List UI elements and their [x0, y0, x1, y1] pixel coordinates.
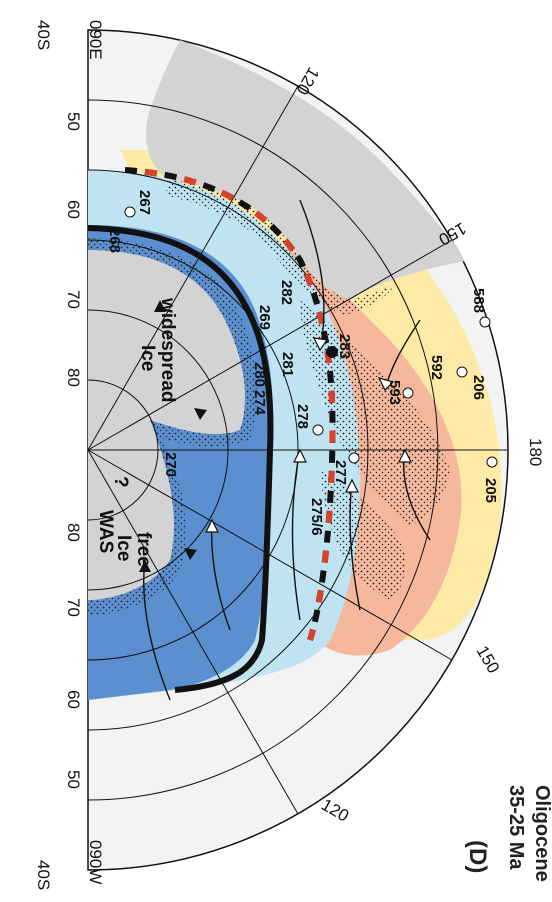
corner-top-lat: 40S	[34, 20, 53, 50]
lon-label-180: 180	[526, 438, 545, 466]
site-marker-278	[312, 424, 324, 436]
lat-label-70-bottom: 70	[64, 598, 83, 617]
lat-label-60-top: 60	[64, 200, 83, 219]
site-label-277: 277	[332, 460, 349, 485]
age-label: 35-25 Ma	[505, 785, 527, 870]
lat-label-70-top: 70	[64, 290, 83, 309]
lat-label-80-top: 80	[64, 368, 83, 387]
site-label-205: 205	[482, 478, 499, 503]
site-label-274: 274	[251, 390, 268, 416]
epoch-label: Oligocene	[531, 785, 552, 882]
site-label-275-6: 275/6	[308, 498, 325, 536]
new-zealand-landmass	[320, 470, 406, 600]
australia-landmass	[146, 40, 470, 300]
site-label-592: 592	[428, 355, 445, 380]
site-label-281: 281	[279, 352, 296, 377]
site-marker-267	[124, 206, 136, 218]
site-marker-205	[486, 456, 498, 468]
red-black-dashed-boundary	[124, 167, 336, 641]
site-label-282: 282	[278, 280, 295, 305]
arrow-heads	[205, 337, 412, 533]
lat-label-60-bottom: 60	[64, 690, 83, 709]
lon-label-120-bottom: 120	[318, 795, 352, 826]
question-label: ?	[110, 476, 131, 488]
site-label-268: 268	[106, 228, 123, 253]
site-label-278: 278	[294, 404, 311, 429]
panel-label: (D)	[464, 840, 491, 873]
site-label-206: 206	[470, 375, 487, 400]
lon-label-150-bottom: 150	[473, 643, 504, 677]
ice-free-label-1: Ice	[113, 535, 134, 561]
tasman-landmass	[300, 300, 450, 525]
site-marker-588	[479, 316, 491, 328]
black-ridge-line	[87, 225, 274, 693]
ice-widespread-label-1: Ice	[137, 345, 158, 371]
site-label-593: 593	[386, 380, 403, 405]
site-label-269: 269	[256, 305, 273, 330]
site-label-270: 270	[162, 452, 179, 477]
site-marker-277	[348, 452, 360, 464]
ice-free-label-2: free	[133, 532, 154, 567]
lat-label-50-bottom: 50	[64, 770, 83, 789]
corner-top-lon: 090E	[86, 20, 105, 60]
lat-label-80-bottom: 80	[64, 523, 83, 542]
ice-widespread-label-2: widespread	[157, 297, 178, 403]
site-label-283: 283	[336, 334, 353, 359]
site-label-588: 588	[470, 288, 487, 313]
filled-arrow-heads	[139, 300, 207, 572]
site-marker-206	[456, 366, 468, 378]
was-label: WAS	[95, 510, 116, 553]
australia-coast-stipple	[165, 180, 395, 315]
corner-bottom-lat: 40S	[34, 860, 53, 890]
site-label-267: 267	[136, 190, 153, 215]
longitude-graticule	[87, 85, 508, 815]
corner-bottom-lon: 090W	[86, 840, 105, 884]
site-label-280: 280	[251, 362, 268, 387]
antarctica-interior	[88, 250, 245, 600]
site-marker-283	[326, 346, 338, 358]
lat-label-50-top: 50	[64, 112, 83, 131]
site-marker-593	[402, 387, 414, 399]
dsdp-sites	[124, 206, 498, 468]
